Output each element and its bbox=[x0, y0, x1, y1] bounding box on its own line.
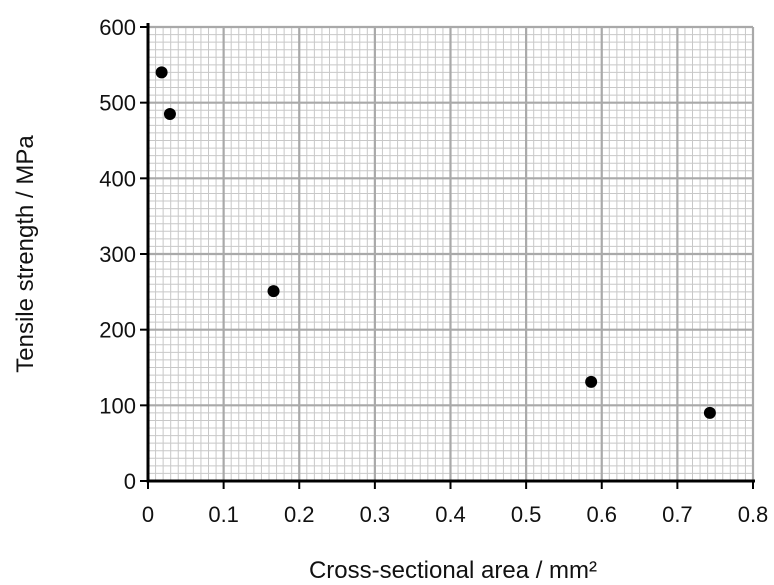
x-tick-label: 0.1 bbox=[208, 502, 239, 527]
y-tick-label: 100 bbox=[99, 393, 136, 418]
x-axis-title: Cross-sectional area / mm² bbox=[309, 557, 597, 584]
x-tick-label: 0.3 bbox=[360, 502, 391, 527]
y-tick-label: 500 bbox=[99, 91, 136, 116]
y-axis-title: Tensile strength / MPa bbox=[12, 135, 39, 373]
x-tick-label: 0 bbox=[142, 502, 154, 527]
y-tick-label: 0 bbox=[124, 469, 136, 494]
x-tick-label: 0.8 bbox=[738, 502, 769, 527]
x-tick-labels: 0 0.1 0.2 0.3 0.4 0.5 0.6 0.7 0.8 bbox=[142, 502, 768, 527]
x-tick-label: 0.7 bbox=[662, 502, 693, 527]
major-gridlines bbox=[148, 25, 755, 481]
data-point bbox=[163, 108, 176, 121]
y-tick-label: 300 bbox=[99, 242, 136, 267]
axes bbox=[140, 23, 755, 489]
data-point bbox=[155, 66, 168, 79]
x-tick-label: 0.2 bbox=[284, 502, 315, 527]
data-point bbox=[585, 375, 598, 388]
data-point bbox=[703, 406, 716, 419]
y-tick-labels: 0 100 200 300 400 500 600 bbox=[99, 15, 136, 494]
data-points bbox=[155, 66, 716, 419]
y-tick-label: 400 bbox=[99, 166, 136, 191]
x-tick-label: 0.5 bbox=[511, 502, 542, 527]
y-tick-label: 600 bbox=[99, 15, 136, 40]
x-tick-label: 0.4 bbox=[435, 502, 466, 527]
y-tick-label: 200 bbox=[99, 318, 136, 343]
data-point bbox=[267, 285, 280, 298]
x-tick-label: 0.6 bbox=[586, 502, 617, 527]
